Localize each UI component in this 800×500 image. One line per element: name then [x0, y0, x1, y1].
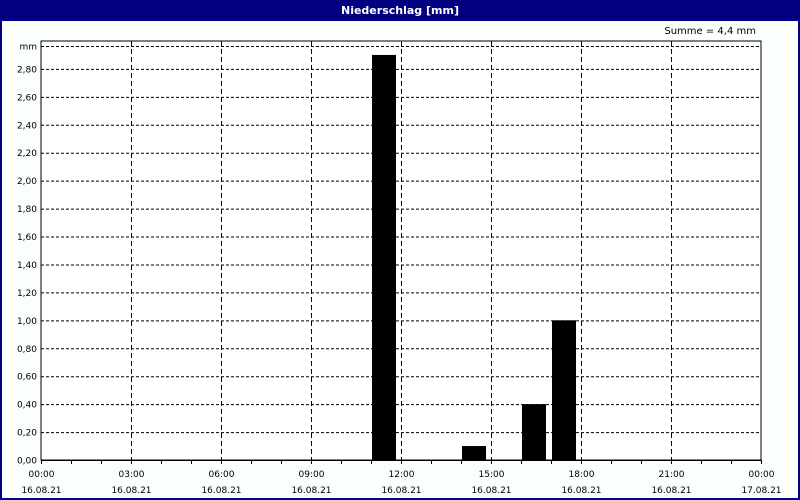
bar	[552, 320, 576, 460]
x-tick-time: 09:00	[299, 470, 325, 480]
y-tick-label: 1,00	[17, 317, 37, 327]
x-tick-date: 16.08.21	[651, 486, 691, 496]
bar	[522, 404, 546, 460]
bar	[372, 54, 396, 460]
y-tick-label: 0,40	[17, 401, 37, 411]
y-tick-label: 2,80	[17, 65, 37, 75]
sum-label: Summe = 4,4 mm	[664, 26, 756, 37]
y-axis-unit: mm	[19, 43, 37, 53]
y-tick-label: 1,40	[17, 261, 37, 271]
x-tick-time: 06:00	[209, 470, 235, 480]
x-tick-time: 15:00	[479, 470, 505, 480]
y-tick-label: 1,20	[17, 289, 37, 299]
x-tick-date: 16.08.21	[21, 486, 61, 496]
x-tick-time: 00:00	[749, 470, 775, 480]
x-tick-date: 16.08.21	[561, 486, 601, 496]
y-tick-label: 0,60	[17, 373, 37, 383]
x-tick-date: 16.08.21	[291, 486, 331, 496]
x-tick-date: 16.08.21	[201, 486, 241, 496]
y-tick-label: 2,60	[17, 93, 37, 103]
window-title: Niederschlag [mm]	[2, 2, 798, 21]
y-tick-label: 2,40	[17, 121, 37, 131]
x-tick-time: 00:00	[29, 470, 55, 480]
x-tick-time: 18:00	[569, 470, 595, 480]
x-tick-time: 12:00	[389, 470, 415, 480]
y-tick-label: 2,00	[17, 177, 37, 187]
x-tick-date: 16.08.21	[111, 486, 151, 496]
bar	[462, 446, 486, 460]
y-tick-label: 1,80	[17, 205, 37, 215]
y-tick-label: 0,80	[17, 345, 37, 355]
x-tick-date: 16.08.21	[381, 486, 421, 496]
y-tick-label: 0,00	[17, 457, 37, 467]
y-tick-label: 2,20	[17, 149, 37, 159]
x-tick-time: 21:00	[659, 470, 685, 480]
y-tick-label: 0,20	[17, 429, 37, 439]
y-tick-label: 1,60	[17, 233, 37, 243]
x-tick-time: 03:00	[119, 470, 145, 480]
x-tick-date: 17.08.21	[741, 486, 781, 496]
x-tick-date: 16.08.21	[471, 486, 511, 496]
